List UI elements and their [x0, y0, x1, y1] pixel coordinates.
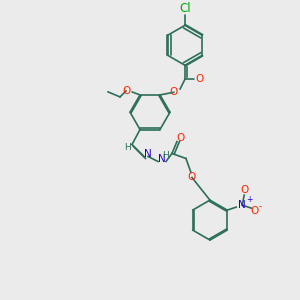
Text: O: O	[122, 86, 130, 96]
Text: O: O	[188, 172, 196, 182]
Text: O: O	[250, 206, 258, 216]
Text: N: N	[144, 149, 152, 160]
Text: H: H	[163, 151, 170, 160]
Text: O: O	[177, 133, 185, 142]
Text: H: H	[124, 143, 130, 152]
Text: O: O	[240, 185, 248, 195]
Text: Cl: Cl	[179, 2, 191, 15]
Text: +: +	[246, 195, 252, 204]
Text: -: -	[259, 202, 262, 211]
Text: O: O	[170, 87, 178, 97]
Text: N: N	[158, 154, 166, 164]
Text: N: N	[238, 200, 246, 210]
Text: O: O	[196, 74, 204, 84]
